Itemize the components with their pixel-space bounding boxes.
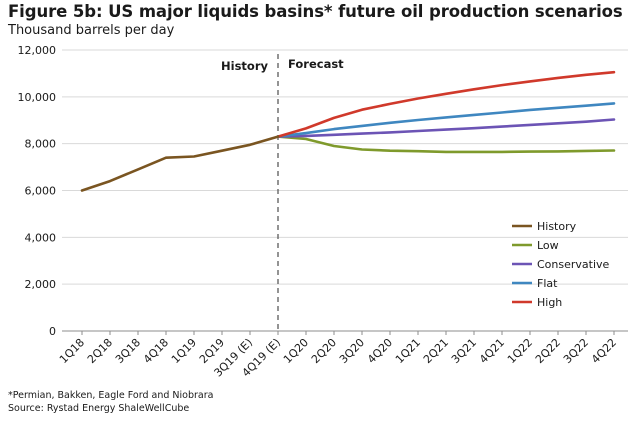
chart-subtitle: Thousand barrels per day [8,23,175,38]
y-tick-label: 2,000 [25,278,57,291]
y-tick-label: 0 [49,325,56,338]
series-line-flat [276,102,616,138]
source-note: Source: Rystad Energy ShaleWellCube [8,403,190,414]
legend-label-high: High [537,296,562,309]
x-tick-label: 3Q20 [337,336,367,366]
legend-label-flat: Flat [537,277,558,290]
legend-label-conservative: Conservative [537,258,610,271]
y-tick-label: 12,000 [18,44,57,57]
x-tick-label: 1Q19 [169,336,199,366]
series-line-history [80,135,280,192]
x-tick-label: 3Q21 [449,336,479,366]
x-tick-label: 4Q20 [365,336,395,366]
footnote: *Permian, Bakken, Eagle Ford and Niobrar… [8,390,214,401]
forecast-annotation: Forecast [288,57,344,71]
x-tick-label: 4Q21 [477,336,507,366]
legend-label-history: History [537,220,577,233]
chart-title: Figure 5b: US major liquids basins* futu… [8,2,623,21]
x-tick-label: 2Q20 [309,336,339,366]
x-tick-label: 2Q18 [85,336,115,366]
y-tick-label: 8,000 [25,138,57,151]
history-annotation: History [221,59,268,73]
x-tick-label: 1Q21 [393,336,423,366]
x-tick-label: 4Q22 [589,336,619,366]
x-tick-label: 1Q22 [505,336,535,366]
x-tick-label: 3Q22 [561,336,591,366]
legend-label-low: Low [537,239,559,252]
series-line-low [276,135,616,154]
x-tick-label: 1Q18 [57,336,87,366]
y-tick-label: 4,000 [25,231,57,244]
x-tick-label: 1Q20 [281,336,311,366]
series-line-high [276,70,616,138]
x-tick-label: 2Q21 [421,336,451,366]
series-line-conservative [276,118,616,138]
y-tick-label: 10,000 [18,91,57,104]
y-tick-label: 6,000 [25,185,57,198]
x-tick-label: 3Q18 [113,336,143,366]
x-tick-label: 4Q18 [141,336,171,366]
x-tick-label: 2Q22 [533,336,563,366]
